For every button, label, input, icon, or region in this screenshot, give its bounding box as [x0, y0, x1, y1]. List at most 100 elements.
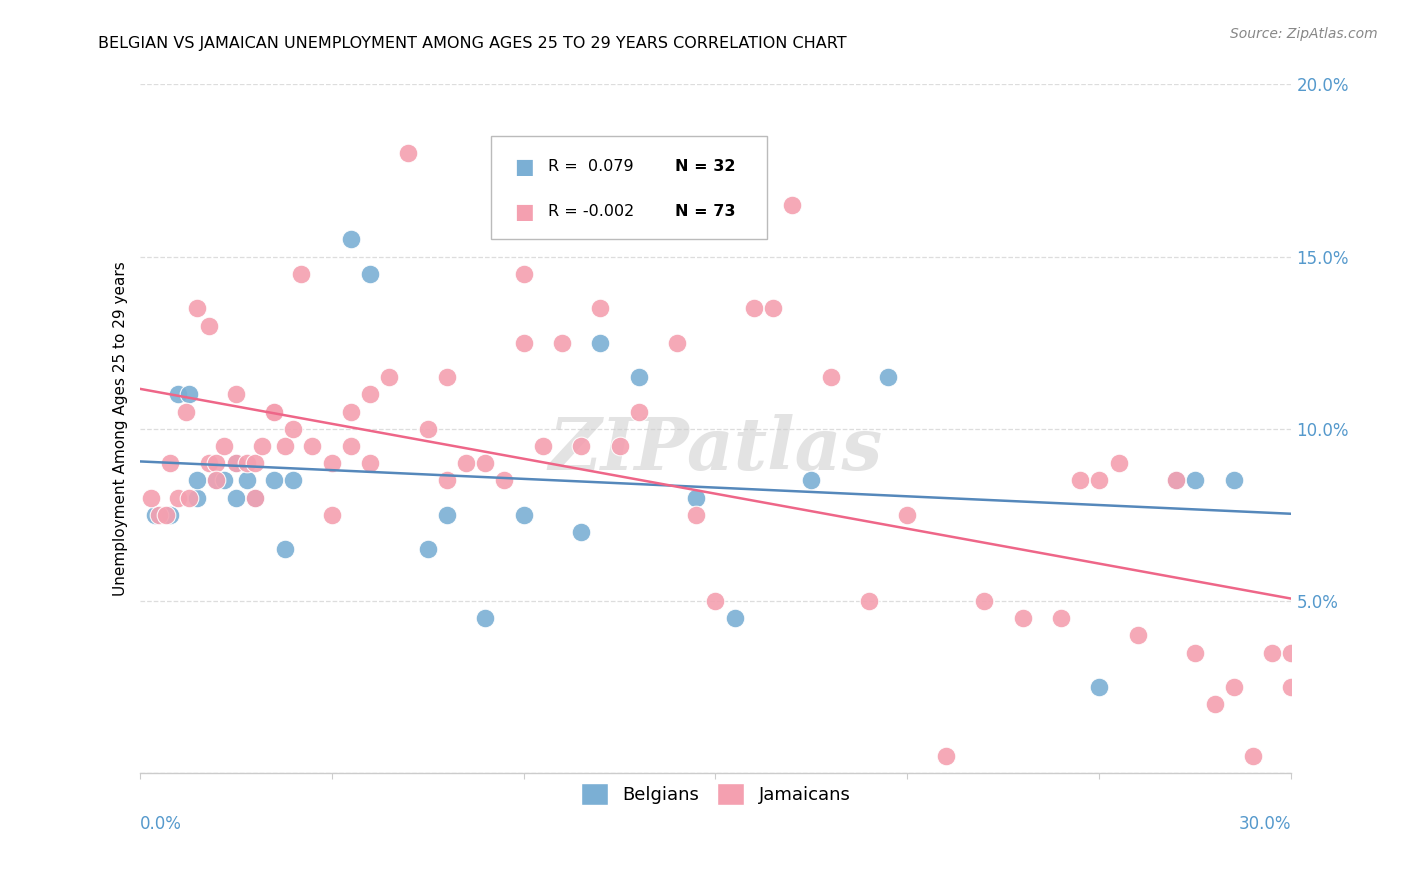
Point — [973, 594, 995, 608]
Point — [762, 301, 785, 316]
Point — [724, 611, 747, 625]
Point — [290, 267, 312, 281]
Point — [685, 508, 707, 522]
Point — [1088, 474, 1111, 488]
Point — [436, 508, 458, 522]
Point — [236, 474, 259, 488]
Point — [225, 456, 247, 470]
Point — [301, 439, 323, 453]
Point — [877, 370, 900, 384]
Point — [589, 301, 612, 316]
Point — [274, 439, 297, 453]
Point — [1204, 698, 1226, 712]
Point — [1050, 611, 1073, 625]
Point — [685, 491, 707, 505]
Point — [858, 594, 880, 608]
Point — [569, 525, 592, 540]
Point — [531, 439, 554, 453]
Point — [225, 456, 247, 470]
Point — [551, 335, 574, 350]
Point — [236, 456, 259, 470]
Text: ■: ■ — [515, 156, 534, 177]
Point — [179, 387, 201, 401]
Point — [1069, 474, 1091, 488]
Text: N = 32: N = 32 — [675, 159, 735, 174]
Point — [212, 474, 235, 488]
Point — [800, 474, 823, 488]
Point — [263, 404, 285, 418]
Point — [243, 456, 266, 470]
Text: 0.0%: 0.0% — [139, 814, 181, 832]
Point — [474, 456, 496, 470]
Point — [782, 198, 804, 212]
Point — [512, 335, 534, 350]
Point — [159, 456, 181, 470]
Point — [197, 318, 219, 333]
Point — [474, 611, 496, 625]
Point — [339, 232, 361, 246]
Y-axis label: Unemployment Among Ages 25 to 29 years: Unemployment Among Ages 25 to 29 years — [114, 261, 128, 596]
Point — [186, 491, 208, 505]
Text: R =  0.079: R = 0.079 — [548, 159, 634, 174]
Point — [1088, 680, 1111, 694]
Point — [1299, 628, 1322, 642]
Point — [569, 439, 592, 453]
Point — [1241, 749, 1264, 764]
Point — [1126, 628, 1149, 642]
Point — [1281, 646, 1303, 660]
Point — [274, 542, 297, 557]
Point — [359, 456, 381, 470]
Point — [436, 370, 458, 384]
Point — [454, 456, 477, 470]
Point — [1166, 474, 1188, 488]
Point — [263, 474, 285, 488]
Point — [205, 474, 228, 488]
Point — [243, 491, 266, 505]
Text: Source: ZipAtlas.com: Source: ZipAtlas.com — [1230, 27, 1378, 41]
Text: N = 73: N = 73 — [675, 204, 735, 219]
Point — [1011, 611, 1033, 625]
Point — [512, 267, 534, 281]
Point — [359, 267, 381, 281]
Point — [396, 146, 419, 161]
Point — [205, 474, 228, 488]
Point — [186, 301, 208, 316]
Point — [281, 422, 304, 436]
Point — [225, 387, 247, 401]
Point — [494, 474, 516, 488]
Text: ■: ■ — [515, 202, 534, 222]
Point — [1184, 474, 1206, 488]
Legend: Belgians, Jamaicans: Belgians, Jamaicans — [574, 776, 858, 813]
Point — [935, 749, 957, 764]
Text: 30.0%: 30.0% — [1239, 814, 1292, 832]
Point — [512, 508, 534, 522]
Point — [1261, 646, 1284, 660]
Text: BELGIAN VS JAMAICAN UNEMPLOYMENT AMONG AGES 25 TO 29 YEARS CORRELATION CHART: BELGIAN VS JAMAICAN UNEMPLOYMENT AMONG A… — [98, 36, 846, 51]
Point — [436, 474, 458, 488]
Point — [589, 335, 612, 350]
Point — [416, 422, 439, 436]
Point — [139, 491, 162, 505]
Point — [159, 508, 181, 522]
Point — [627, 370, 650, 384]
Point — [1184, 646, 1206, 660]
Point — [186, 474, 208, 488]
Point — [1223, 474, 1246, 488]
Point — [263, 404, 285, 418]
Point — [174, 404, 197, 418]
Point — [609, 439, 631, 453]
Point — [252, 439, 274, 453]
Point — [666, 335, 689, 350]
Point — [820, 370, 842, 384]
Point — [1223, 680, 1246, 694]
Point — [321, 456, 343, 470]
Point — [378, 370, 401, 384]
FancyBboxPatch shape — [491, 136, 768, 239]
Point — [212, 439, 235, 453]
Point — [167, 491, 190, 505]
Point — [281, 474, 304, 488]
Point — [339, 439, 361, 453]
Point — [205, 456, 228, 470]
Point — [243, 491, 266, 505]
Point — [742, 301, 765, 316]
